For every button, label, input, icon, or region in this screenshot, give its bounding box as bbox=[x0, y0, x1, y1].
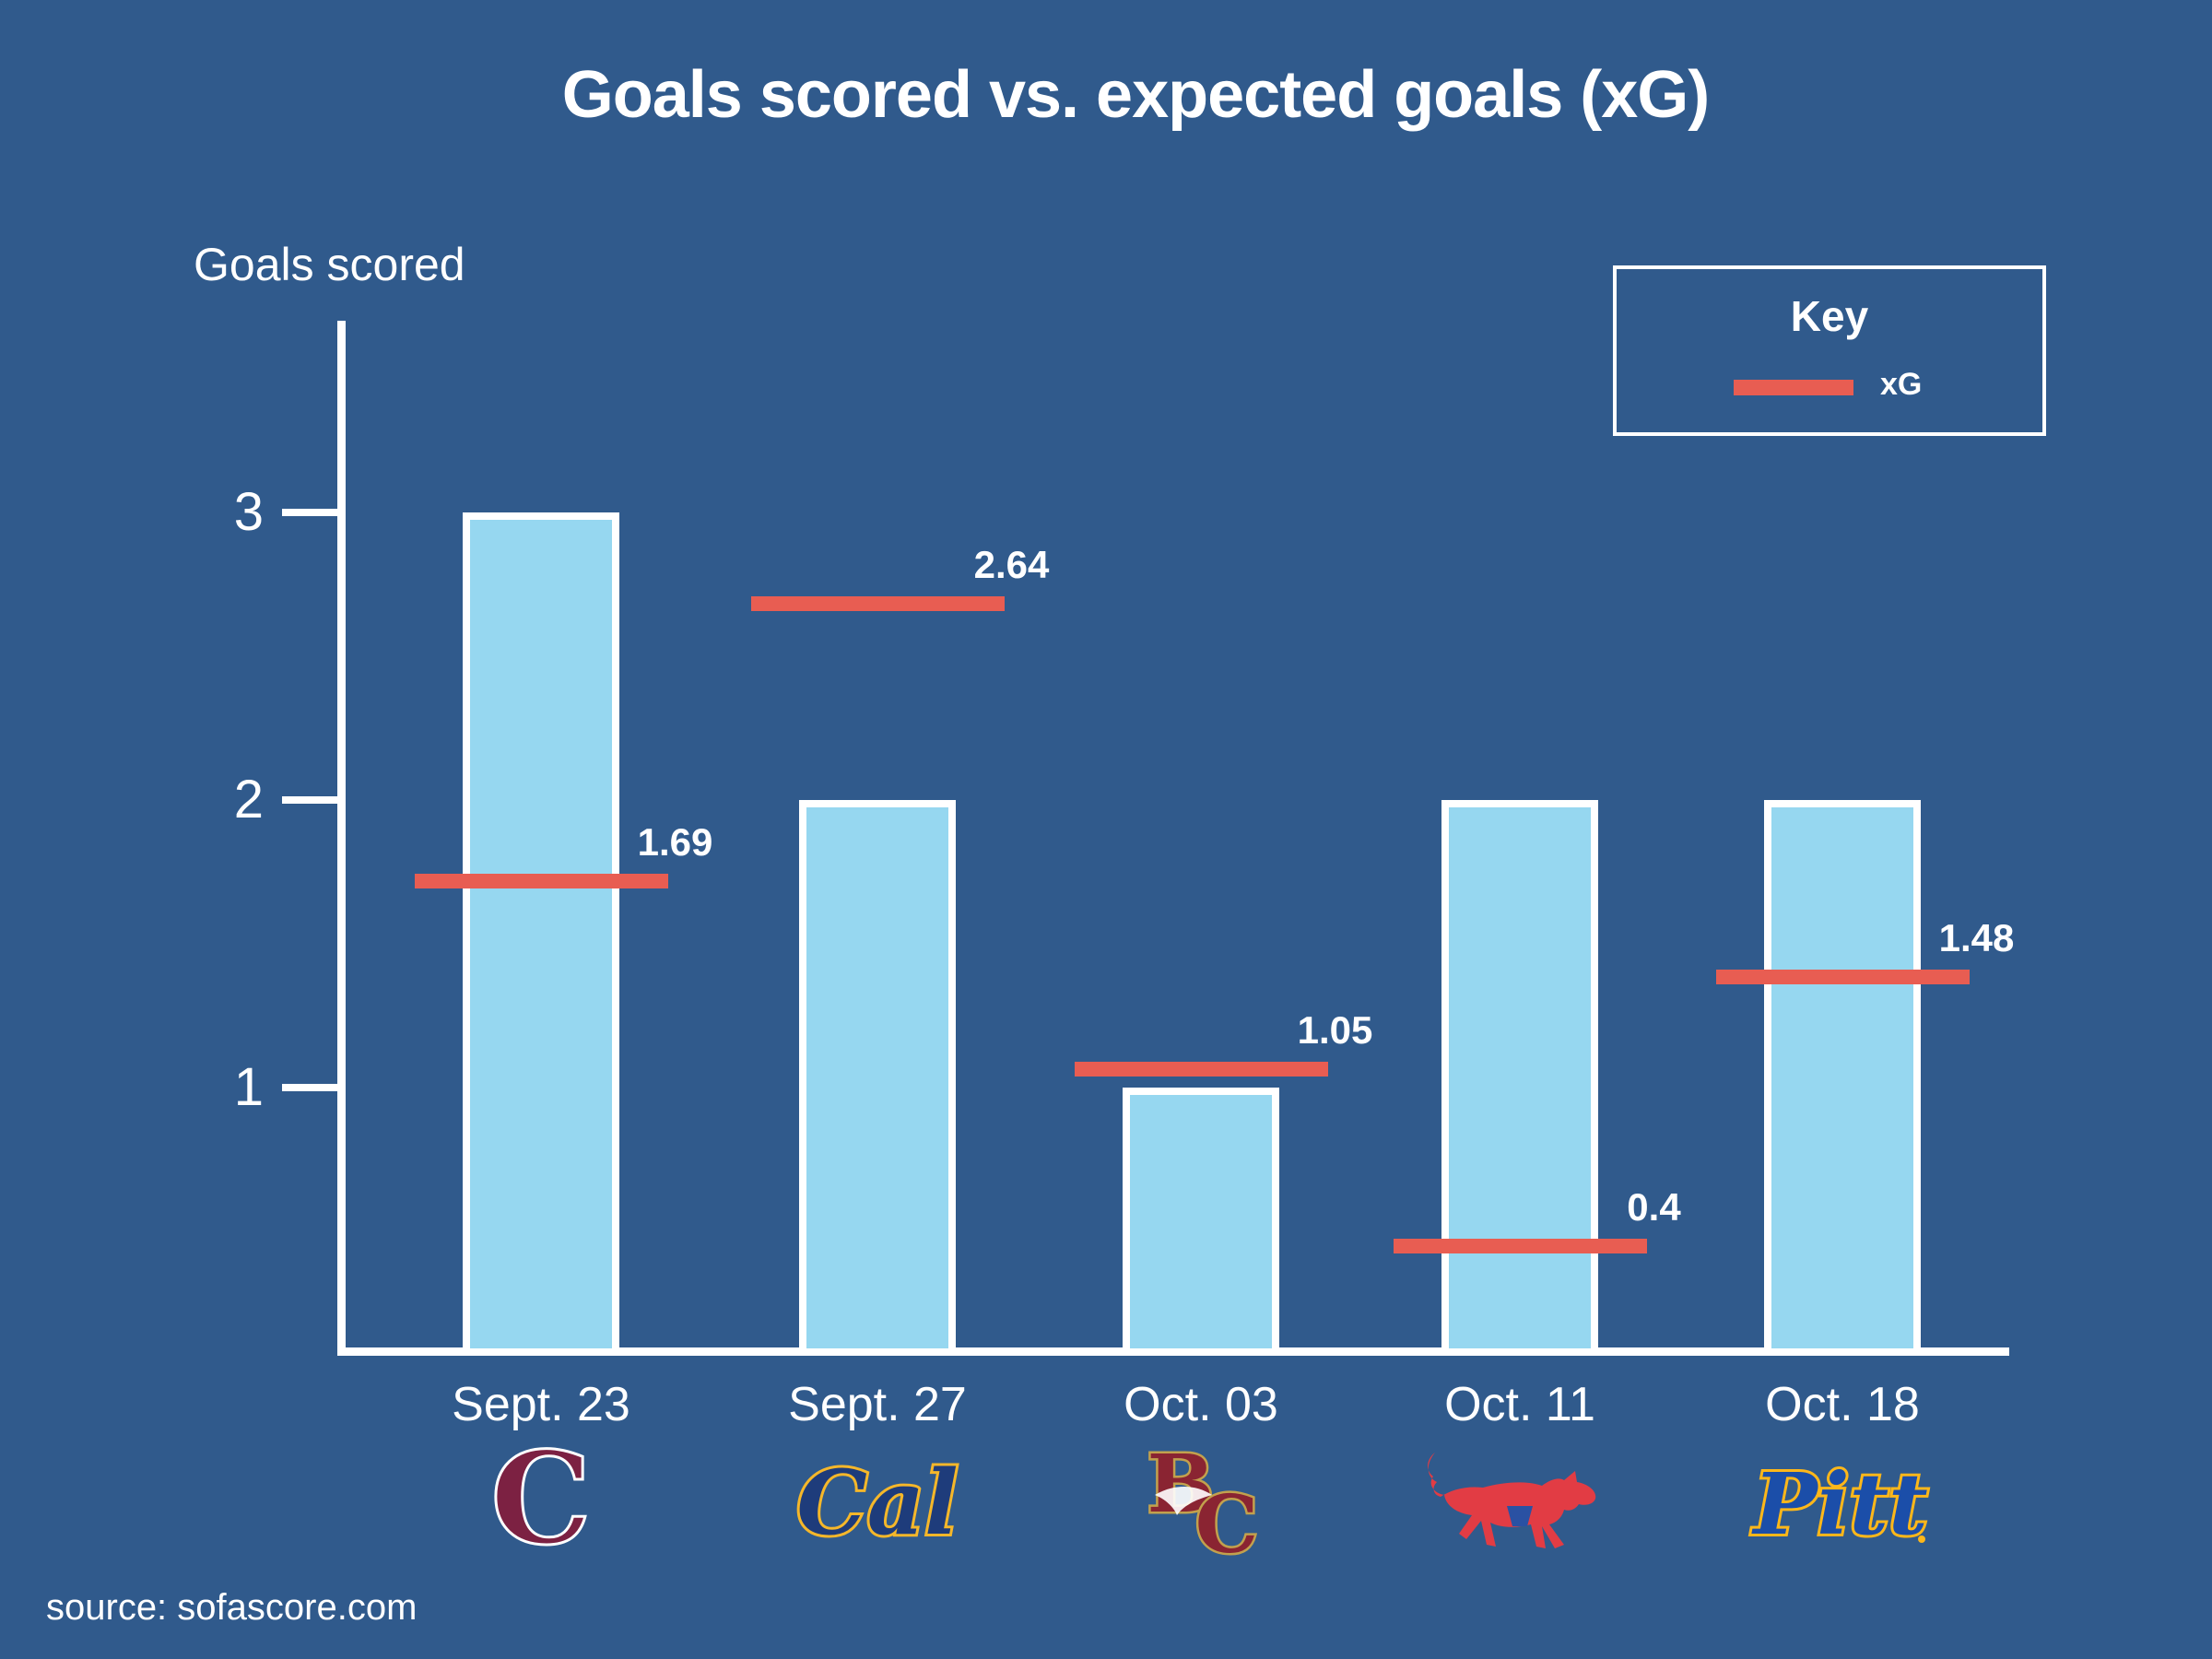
goals-bar-3 bbox=[1123, 1088, 1279, 1356]
xg-swatch-icon bbox=[1734, 380, 1853, 395]
xg-value-label-5: 1.48 bbox=[1938, 916, 2015, 959]
xg-line-3 bbox=[1074, 1062, 1328, 1077]
source-credit: source: sofascore.com bbox=[46, 1587, 418, 1628]
svg-text:Cal: Cal bbox=[796, 1451, 958, 1555]
y-tick-label-1: 1 bbox=[233, 1057, 264, 1117]
smu-mustang-logo-icon bbox=[1428, 1453, 1596, 1548]
legend-box: Key xG bbox=[1613, 265, 2046, 436]
svg-text:C: C bbox=[490, 1430, 592, 1569]
xg-line-2 bbox=[750, 596, 1005, 611]
x-axis-label-4: Oct. 11 bbox=[1444, 1378, 1595, 1431]
goals-bar-1 bbox=[463, 512, 619, 1356]
legend-xg-label: xG bbox=[1880, 367, 1923, 402]
x-axis-label-5: Oct. 18 bbox=[1765, 1378, 1920, 1431]
xg-value-label-3: 1.05 bbox=[1297, 1008, 1373, 1052]
boston-college-bc-eagle-logo-icon: B C bbox=[1145, 1436, 1261, 1570]
x-axis-label-3: Oct. 03 bbox=[1124, 1378, 1278, 1431]
y-tick-line-3 bbox=[282, 509, 337, 516]
y-axis-title: Goals scored bbox=[194, 239, 465, 290]
pitt-script-logo-icon: Pitt bbox=[1747, 1452, 1930, 1557]
legend-title: Key bbox=[1790, 292, 1869, 340]
x-axis-label-1: Sept. 23 bbox=[452, 1378, 630, 1431]
team-logo-boston-college: B C bbox=[1100, 1430, 1302, 1570]
cal-script-logo-icon: Cal bbox=[794, 1448, 960, 1558]
x-axis-label-2: Sept. 27 bbox=[788, 1378, 967, 1431]
team-logo-smu bbox=[1418, 1430, 1621, 1569]
y-tick-line-2 bbox=[282, 796, 337, 804]
svg-text:Pitt: Pitt bbox=[1750, 1454, 1927, 1554]
svg-text:B: B bbox=[1147, 1438, 1215, 1531]
team-logo-colgate: C bbox=[440, 1430, 642, 1569]
y-tick-label-3: 3 bbox=[233, 482, 264, 542]
y-tick-label-2: 2 bbox=[233, 770, 264, 830]
xg-value-label-1: 1.69 bbox=[637, 820, 713, 864]
xg-value-label-2: 2.64 bbox=[973, 543, 1050, 586]
xg-line-1 bbox=[414, 874, 668, 888]
xg-line-5 bbox=[1715, 970, 1970, 984]
colgate-c-logo-icon: C bbox=[489, 1430, 594, 1569]
y-tick-line-1 bbox=[282, 1084, 337, 1091]
svg-text:C: C bbox=[1195, 1478, 1258, 1569]
goals-bar-2 bbox=[799, 800, 956, 1356]
chart-title: Goals scored vs. expected goals (xG) bbox=[561, 58, 1711, 132]
xg-value-label-4: 0.4 bbox=[1627, 1185, 1681, 1229]
y-axis-line bbox=[337, 321, 346, 1356]
goals-bar-4 bbox=[1441, 800, 1598, 1356]
team-logo-cal: Cal bbox=[776, 1430, 979, 1569]
team-logo-pitt: Pitt bbox=[1741, 1430, 1944, 1569]
goals-bar-5 bbox=[1764, 800, 1921, 1356]
xg-line-4 bbox=[1393, 1239, 1647, 1253]
